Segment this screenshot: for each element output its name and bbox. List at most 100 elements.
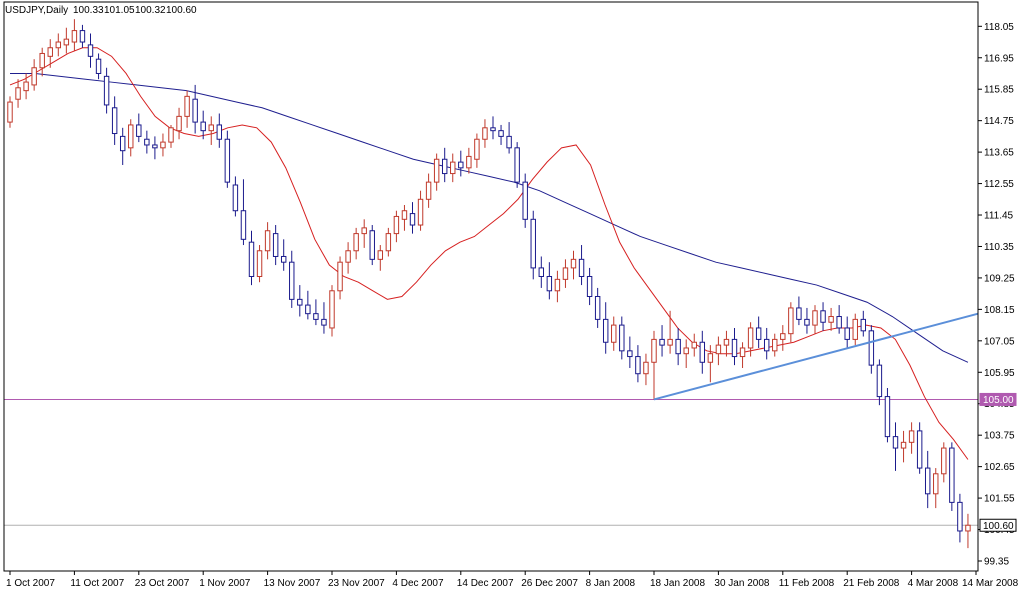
trendline-group xyxy=(653,312,979,401)
price-tag-box xyxy=(979,518,1017,532)
candle-body xyxy=(289,261,295,300)
moving-average-slow xyxy=(10,72,969,363)
candle xyxy=(747,322,754,357)
candle-body xyxy=(884,396,891,438)
candle xyxy=(200,110,206,140)
candle-body xyxy=(272,233,279,257)
y-tick-label: 111.45 xyxy=(984,211,1014,222)
candle-body xyxy=(772,338,778,352)
candle xyxy=(562,259,569,288)
candle xyxy=(490,116,496,140)
candle-body xyxy=(514,147,520,183)
candle-body xyxy=(763,338,770,352)
candle xyxy=(272,225,279,266)
x-tick-label: 8 Jan 2008 xyxy=(586,578,636,589)
price-tag-box xyxy=(979,392,1017,406)
candle-body xyxy=(425,181,432,200)
candle xyxy=(103,67,110,114)
candle-body xyxy=(7,101,13,123)
price-tag-label: 105.00 xyxy=(983,395,1014,406)
candle xyxy=(578,245,585,286)
candle-body xyxy=(538,267,545,277)
candle xyxy=(417,190,424,231)
candle-body xyxy=(562,267,569,280)
candle xyxy=(184,90,190,128)
candle-body xyxy=(345,250,351,263)
candle xyxy=(369,225,375,266)
candle xyxy=(39,47,45,77)
candle-body xyxy=(611,324,617,343)
candle xyxy=(643,353,649,386)
candle xyxy=(659,325,665,357)
candle xyxy=(924,450,931,509)
candle xyxy=(651,330,657,400)
plot-frame xyxy=(3,1,979,572)
candle-body xyxy=(119,135,126,152)
candle-body xyxy=(602,318,609,343)
candle xyxy=(780,325,786,351)
candle-body xyxy=(812,310,818,326)
candle-body xyxy=(916,430,923,469)
y-tick-label: 113.65 xyxy=(984,148,1014,159)
candle-body xyxy=(160,141,166,149)
candle xyxy=(611,316,617,351)
candle xyxy=(675,327,681,366)
candle xyxy=(884,388,891,443)
close-value: 100.60 xyxy=(166,5,197,16)
candle-body xyxy=(441,158,448,175)
candle-body xyxy=(683,347,689,355)
candle xyxy=(570,250,577,280)
candle-body xyxy=(490,127,496,132)
candle xyxy=(208,116,214,145)
candle xyxy=(498,124,504,145)
x-tick-label: 14 Mar 2008 xyxy=(962,578,1018,589)
candle xyxy=(763,327,770,360)
candle xyxy=(965,513,971,549)
candle xyxy=(474,133,480,168)
candle-body xyxy=(95,58,102,74)
candle-body xyxy=(87,44,94,57)
candle-body xyxy=(466,155,472,169)
candle-body xyxy=(79,30,86,43)
x-tick-label: 23 Oct 2007 xyxy=(135,578,190,589)
candle-body xyxy=(23,81,29,92)
candle-body xyxy=(256,250,263,277)
candle-body xyxy=(731,338,738,358)
y-tick-label: 103.75 xyxy=(984,431,1015,442)
y-axis: 118.05 116.95 115.85 114.75 113.65 112.55 111.… xyxy=(978,22,1017,567)
candle-body xyxy=(337,261,343,292)
x-tick-label: 23 Nov 2007 xyxy=(328,578,385,589)
candle-body xyxy=(691,341,697,349)
candle xyxy=(812,305,818,334)
candle-body xyxy=(965,524,971,532)
candle-body xyxy=(385,233,392,252)
candle xyxy=(345,242,351,274)
candle xyxy=(264,222,271,260)
x-tick-label: 4 Dec 2007 xyxy=(392,578,444,589)
x-tick-label: 30 Jan 2008 xyxy=(714,578,769,589)
candle-body xyxy=(530,218,536,269)
candle xyxy=(788,302,794,343)
candle-body xyxy=(506,135,512,149)
candle-body xyxy=(393,215,400,235)
x-tick-label: 4 Mar 2008 xyxy=(908,578,959,589)
open-value: 100.33 xyxy=(73,5,104,16)
y-tick-label: 112.55 xyxy=(984,179,1014,190)
candle xyxy=(240,179,247,246)
x-tick-label: 1 Oct 2007 xyxy=(6,578,55,589)
candle-body xyxy=(619,324,625,352)
candle-body xyxy=(128,124,134,149)
candle xyxy=(667,310,673,354)
y-tick-label: 101.55 xyxy=(984,494,1015,505)
candle xyxy=(619,316,625,360)
candle xyxy=(119,127,126,165)
candle xyxy=(635,345,641,383)
candle-body xyxy=(860,318,867,332)
candle xyxy=(248,230,255,286)
y-tick-label: 115.85 xyxy=(984,85,1014,96)
candle xyxy=(361,219,367,248)
candle-body xyxy=(844,327,850,340)
y-tick-label: 99.35 xyxy=(984,556,1009,567)
candlesticks xyxy=(7,19,971,549)
x-tick-label: 21 Feb 2008 xyxy=(843,578,900,589)
